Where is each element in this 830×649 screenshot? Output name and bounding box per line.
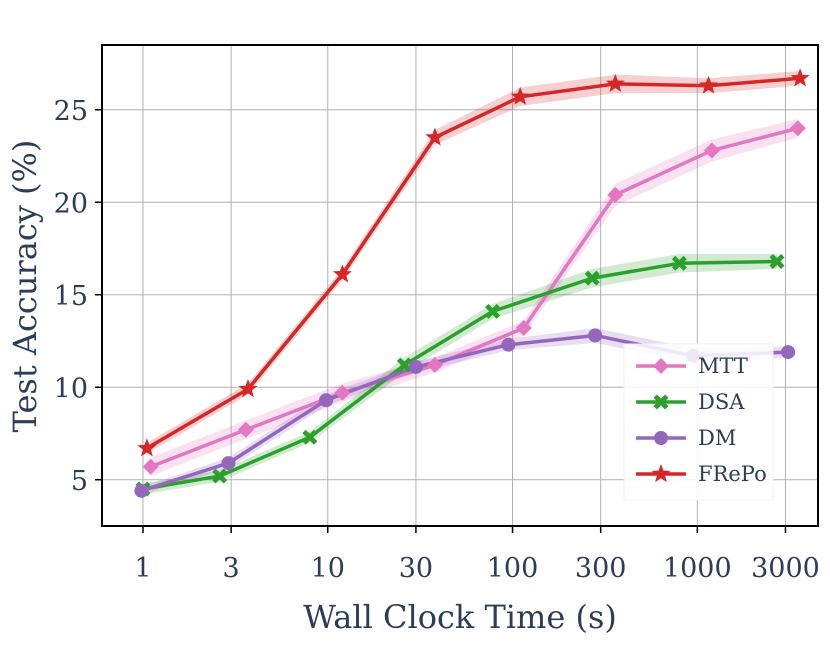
data-point-frepo (699, 75, 719, 94)
y-tick-label: 5 (71, 466, 88, 497)
data-point-dsa (584, 270, 600, 286)
series-line-frepo (146, 76, 801, 450)
data-point-dm (134, 483, 149, 498)
data-point-frepo (605, 73, 625, 92)
y-tick-label: 15 (54, 281, 88, 312)
legend-label-frepo: FRePo (698, 462, 767, 486)
legend-marker-frepo (651, 464, 671, 483)
data-point-dm (221, 456, 236, 471)
data-point-dsa (769, 253, 785, 269)
y-tick-label: 20 (54, 188, 88, 219)
data-point-dm (781, 345, 796, 360)
data-point-frepo (425, 127, 445, 146)
plot-frame (101, 44, 819, 527)
data-point-mtt (789, 120, 806, 137)
legend-label-mtt: MTT (698, 354, 748, 378)
series-line-dsa (142, 259, 778, 491)
x-axis-title: Wall Clock Time (s) (303, 598, 617, 636)
y-axis-ticks: 5 10 15 20 25 (54, 96, 102, 497)
series-markers (134, 68, 810, 498)
x-tick-label: 1 (134, 553, 151, 584)
x-tick-label: 300 (575, 553, 627, 584)
legend: MTT DSA DM FRePo (623, 343, 774, 501)
data-point-dm (501, 337, 516, 352)
y-tick-label: 25 (54, 96, 88, 127)
data-point-dm (588, 328, 603, 343)
legend-label-dm: DM (698, 426, 736, 450)
data-point-dsa (485, 303, 501, 319)
series-line-mtt (150, 126, 799, 469)
data-point-mtt (237, 421, 254, 438)
data-point-frepo (332, 264, 352, 283)
x-tick-label: 100 (487, 553, 539, 584)
y-axis-title: Test Accuracy (%) (6, 140, 44, 433)
data-point-frepo (790, 68, 810, 87)
data-point-mtt (334, 384, 351, 401)
confidence-band-frepo (146, 70, 801, 454)
x-tick-label: 3 (223, 553, 240, 584)
x-tick-label: 30 (399, 553, 433, 584)
data-point-mtt (515, 320, 532, 337)
data-point-frepo (238, 379, 258, 398)
data-point-mtt (142, 458, 159, 475)
legend-marker-mtt (653, 358, 669, 374)
data-point-dsa (302, 429, 318, 445)
data-point-dsa (671, 255, 687, 271)
legend-marker-dm (654, 431, 668, 445)
legend-label-dsa: DSA (698, 390, 745, 414)
data-point-frepo (510, 86, 530, 105)
x-axis-ticks: 1 3 10 30 100 300 1000 3000 (134, 526, 820, 584)
data-point-mtt (607, 186, 624, 203)
x-tick-label: 10 (311, 553, 345, 584)
x-tick-label: 1000 (663, 553, 732, 584)
y-tick-label: 10 (54, 373, 88, 404)
data-point-dsa (396, 357, 412, 373)
data-point-dsa (212, 468, 228, 484)
data-point-mtt (703, 142, 720, 159)
legend-marker-dsa (653, 394, 669, 410)
data-point-dm (319, 393, 334, 408)
data-point-dm (408, 359, 423, 374)
data-point-frepo (137, 438, 157, 457)
data-point-mtt (426, 357, 443, 374)
x-tick-label: 3000 (751, 553, 820, 584)
